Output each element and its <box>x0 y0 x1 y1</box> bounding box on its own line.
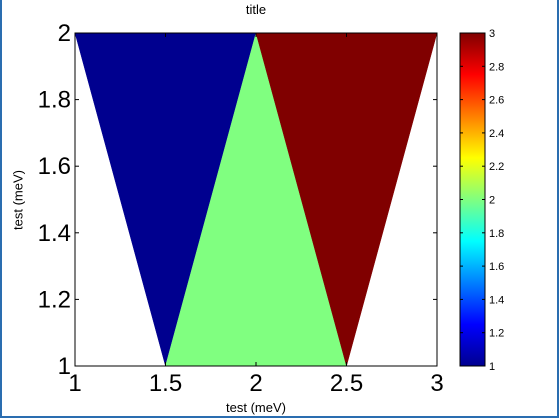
x-tick-label: 3 <box>430 370 443 397</box>
colorbar-tick-label: 1 <box>489 361 495 373</box>
colorbar-tick-label: 1.2 <box>489 328 504 340</box>
colorbar-tick-label: 2.4 <box>489 128 504 140</box>
x-tick-label: 2 <box>249 370 262 397</box>
window-border-bottom <box>0 416 559 418</box>
window-border-right <box>557 0 559 418</box>
colorbar-tick-label: 1.6 <box>489 261 504 273</box>
x-tick-label: 1.5 <box>149 370 182 397</box>
colorbar-tick-label: 2.8 <box>489 61 504 73</box>
x-axis-label: test (meV) <box>226 400 286 415</box>
colorbar-tick-label: 3 <box>489 28 495 40</box>
window-border-left <box>0 0 2 418</box>
colorbar-tick-label: 2.6 <box>489 95 504 107</box>
x-tick-label: 2.5 <box>330 370 363 397</box>
y-tick-label: 1.4 <box>38 220 71 247</box>
y-tick-label: 1.8 <box>38 87 71 114</box>
colorbar <box>459 32 486 367</box>
y-tick-label: 2 <box>58 20 71 47</box>
y-tick-label: 1.6 <box>38 153 71 180</box>
y-tick-label: 1 <box>58 353 71 380</box>
colorbar-tick-label: 2.2 <box>489 161 504 173</box>
x-tick-label: 1 <box>68 370 81 397</box>
colorbar-tick-label: 1.4 <box>489 294 504 306</box>
colorbar-tick-label: 2 <box>489 195 495 207</box>
y-tick-label: 1.2 <box>38 286 71 313</box>
chart-title: title <box>245 2 267 17</box>
colorbar-tick-label: 1.8 <box>489 228 504 240</box>
